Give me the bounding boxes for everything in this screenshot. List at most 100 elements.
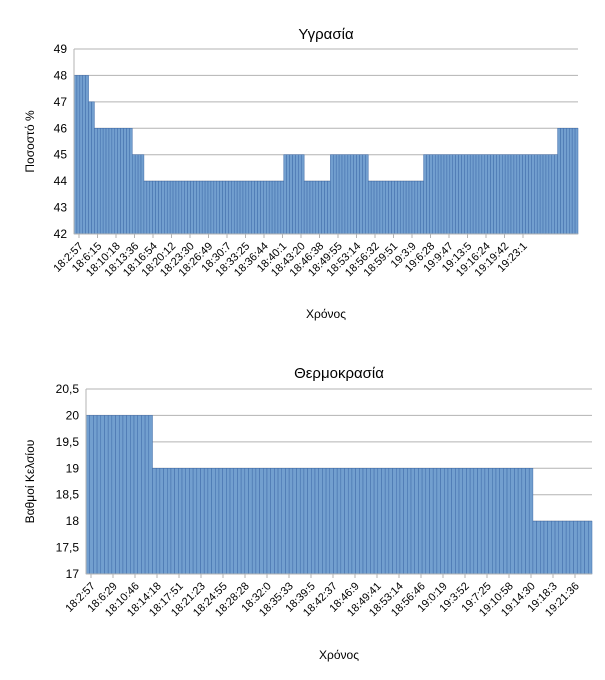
bar (455, 154, 459, 235)
bar (429, 468, 434, 575)
bar (467, 154, 471, 235)
bar (388, 468, 393, 575)
bar (536, 154, 541, 235)
y-tick-label: 44 (54, 174, 68, 188)
bar (289, 154, 293, 235)
bar (551, 154, 555, 235)
bar (99, 128, 104, 235)
bar (466, 468, 471, 575)
bar (551, 520, 556, 575)
bar (181, 468, 186, 575)
y-tick-label: 18 (66, 514, 80, 528)
bar (481, 154, 486, 235)
bar (123, 128, 127, 235)
bar (96, 415, 102, 575)
bar (421, 468, 427, 575)
bar (204, 180, 209, 235)
bar (340, 468, 345, 575)
bar (89, 415, 94, 575)
y-tick-label: 47 (54, 95, 68, 109)
bar (155, 180, 159, 235)
y-tick-label: 19,5 (56, 435, 80, 449)
bar (228, 180, 232, 235)
bar (111, 415, 116, 575)
bar (403, 468, 408, 575)
bar (367, 180, 372, 235)
bar (504, 154, 509, 235)
bar (144, 415, 150, 575)
bar (462, 468, 467, 575)
bar (141, 415, 146, 575)
bar (82, 75, 86, 235)
bar (566, 128, 570, 235)
bar (325, 468, 331, 575)
bar (94, 128, 98, 235)
bar (237, 468, 242, 575)
bar (499, 468, 504, 575)
bar (311, 468, 316, 575)
bar (562, 520, 567, 575)
bar (469, 154, 474, 235)
bar (391, 180, 395, 235)
bar (584, 520, 589, 575)
y-tick-label: 17 (66, 567, 80, 581)
bar (407, 468, 412, 575)
bar (321, 180, 325, 235)
bar (461, 154, 465, 235)
bar (569, 520, 574, 575)
bar (102, 128, 107, 235)
bar (222, 468, 227, 575)
bar (79, 75, 83, 235)
bar (545, 154, 550, 235)
bar (554, 154, 558, 235)
bar (516, 154, 520, 235)
bar (574, 128, 579, 235)
bar (525, 154, 529, 235)
bar (111, 128, 116, 235)
bar (548, 154, 553, 235)
x-axis-label: Χρόνος (319, 648, 359, 662)
bar (344, 468, 349, 575)
bar (196, 468, 201, 575)
y-tick-label: 49 (54, 42, 68, 56)
y-tick-label: 17,5 (56, 541, 80, 555)
bar (487, 154, 491, 235)
bar (436, 468, 441, 575)
bar (137, 415, 142, 575)
bar (274, 468, 279, 575)
bar (263, 468, 268, 575)
bar (376, 180, 381, 235)
bar (133, 415, 138, 575)
bar (510, 468, 515, 575)
bar (114, 128, 118, 235)
bar (543, 520, 548, 575)
bar (569, 128, 573, 235)
bar (140, 154, 145, 235)
bar (158, 180, 162, 235)
bar (329, 468, 334, 575)
bar (231, 180, 235, 235)
bar (333, 154, 337, 235)
bar (164, 180, 168, 235)
bar (143, 180, 148, 235)
bar (362, 154, 366, 235)
bar (134, 154, 139, 235)
bar (444, 468, 449, 575)
bar (359, 468, 364, 575)
bar (341, 154, 346, 235)
bar (432, 154, 436, 235)
bar (91, 101, 95, 235)
bar (174, 468, 179, 575)
bar (452, 154, 456, 235)
y-tick-label: 48 (54, 68, 68, 82)
y-tick-label: 43 (54, 201, 68, 215)
bar (335, 154, 340, 235)
bar (229, 468, 234, 575)
bar (473, 468, 478, 575)
bar (193, 180, 197, 235)
bar (443, 154, 448, 235)
bar (347, 154, 352, 235)
bar (178, 468, 183, 575)
bar (200, 468, 205, 575)
